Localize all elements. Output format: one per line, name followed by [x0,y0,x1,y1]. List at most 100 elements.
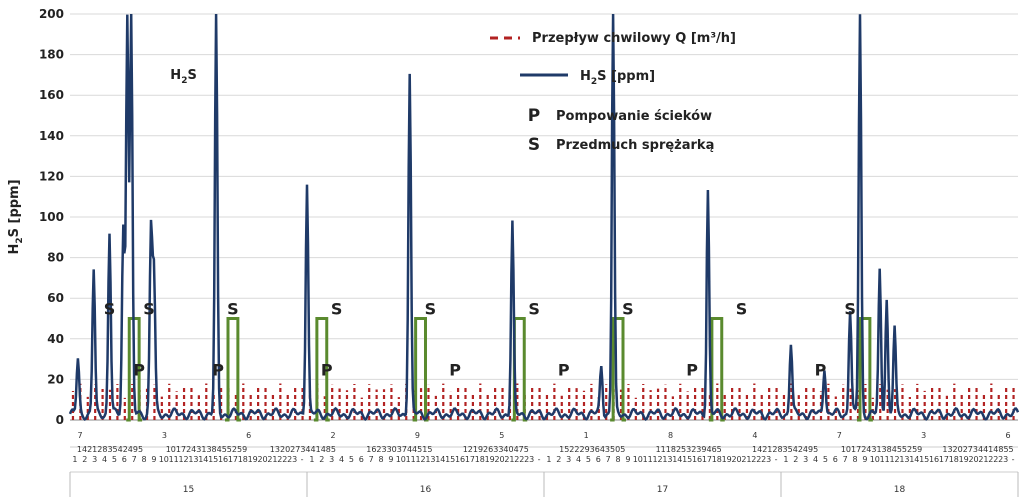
s-marker: S [104,299,116,318]
x-hour-label: 17 [465,455,475,464]
x-tick-label-row2: 1017243138455259 [166,445,247,454]
x-hour-label: 23 [524,455,534,464]
x-hour-label: 17 [228,455,238,464]
y-axis-label: H2S [ppm] [7,179,25,254]
x-hour-label: 9 [862,455,867,464]
x-hour-label: 6 [833,455,838,464]
x-hour-label: 10 [396,455,406,464]
x-hour-label: 20 [257,455,267,464]
x-hour-label: 2 [82,455,87,464]
x-tick-label-row1: 7 [837,431,842,440]
p-marker: P [686,360,698,379]
y-tick-label: 100 [39,210,64,224]
x-hour-label: 10 [633,455,643,464]
x-hour-label: 22 [988,455,998,464]
y-tick-label: 40 [47,332,64,346]
x-hour-label: 3 [803,455,808,464]
x-hour-label: 12 [415,455,425,464]
x-hour-label: 15 [682,455,692,464]
h2s-series [68,13,1020,421]
x-hour-label: 7 [606,455,611,464]
x-hour-label: 23 [287,455,297,464]
x-hour-label: 13 [188,455,198,464]
h2s-annotation: H2S [170,68,197,86]
x-hour-label: 19 [722,455,732,464]
x-tick-label-row1: 5 [499,431,504,440]
x-hour-label: 18 [238,455,248,464]
x-tick-label-row2: 1421283542495 [752,445,818,454]
x-hour-label: 21 [504,455,514,464]
x-hour-label: 20 [731,455,741,464]
x-hour-label: 14 [909,455,919,464]
x-tick-label-row2: 1320273441485 [270,445,336,454]
y-tick-label: 120 [39,169,64,183]
x-hour-label: 14 [672,455,682,464]
x-hour-label: 16 [455,455,465,464]
y-tick-label: 20 [47,372,64,386]
x-hour-label: 2 [556,455,561,464]
y-tick-label: 200 [39,7,64,21]
x-hour-label: 4 [102,455,107,464]
x-tick-label-row2: 1421283542495 [77,445,143,454]
x-hour-label: 6 [359,455,364,464]
x-hour-label: 13 [899,455,909,464]
legend-p-label: Pompowanie ścieków [556,109,712,124]
x-hour-label: 11 [169,455,179,464]
s-marker: S [227,299,239,318]
x-hour-label: 5 [112,455,117,464]
x-hour-label: 10 [159,455,169,464]
y-tick-label: 80 [47,251,64,265]
x-hour-label: 3 [329,455,334,464]
x-hour-label: - [775,455,778,464]
x-hour-label: 11 [406,455,416,464]
x-hour-label: 12 [889,455,899,464]
x-tick-label-row1: 9 [415,431,420,440]
x-tick-label-row2: 1118253239465 [656,445,722,454]
x-hour-label: 2 [793,455,798,464]
x-hour-label: 12 [652,455,662,464]
x-hour-label: 8 [853,455,858,464]
compressor-pulse [511,317,528,422]
x-tick-label-row2: 1522293643505 [559,445,625,454]
compressor-pulse [313,317,330,422]
x-hour-label: 19 [485,455,495,464]
s-marker: S [331,299,343,318]
s-marker: S [143,299,155,318]
x-hour-label: 13 [425,455,435,464]
x-hour-label: 5 [586,455,591,464]
x-hour-label: 16 [218,455,228,464]
x-hour-label: 15 [445,455,455,464]
x-hour-label: 1 [783,455,788,464]
x-hour-label: 17 [939,455,949,464]
x-tick-label-row2: 1623303744515 [366,445,432,454]
x-hour-label: 2 [319,455,324,464]
x-hour-label: 8 [142,455,147,464]
x-hour-label: 10 [870,455,880,464]
legend-s-marker: S [528,135,540,155]
x-hour-label: 19 [248,455,258,464]
x-hour-label: - [538,455,541,464]
x-hour-label: 1 [309,455,314,464]
x-tick-label-row1: 3 [162,431,167,440]
h2s-line [68,13,1020,421]
x-hour-label: 1 [72,455,77,464]
x-hour-label: 8 [379,455,384,464]
y-tick-label: 0 [56,413,64,427]
x-hour-label: 14 [435,455,445,464]
s-marker: S [528,299,540,318]
x-tick-label-row1: 2 [331,431,336,440]
compressor-pulse [610,317,626,422]
x-hour-label: 6 [596,455,601,464]
x-tick-label-row2: 13202734414855 [942,445,1013,454]
x-hour-label: 16 [692,455,702,464]
x-hour-label: 3 [92,455,97,464]
x-hour-label: 18 [475,455,485,464]
x-tick-label-row1: 6 [246,431,251,440]
legend-q-label: Przepływ chwilowy Q [m³/h] [532,31,736,46]
x-hour-label: 7 [369,455,374,464]
x-hour-label: 17 [702,455,712,464]
s-marker: S [844,299,856,318]
p-marker: P [449,360,461,379]
